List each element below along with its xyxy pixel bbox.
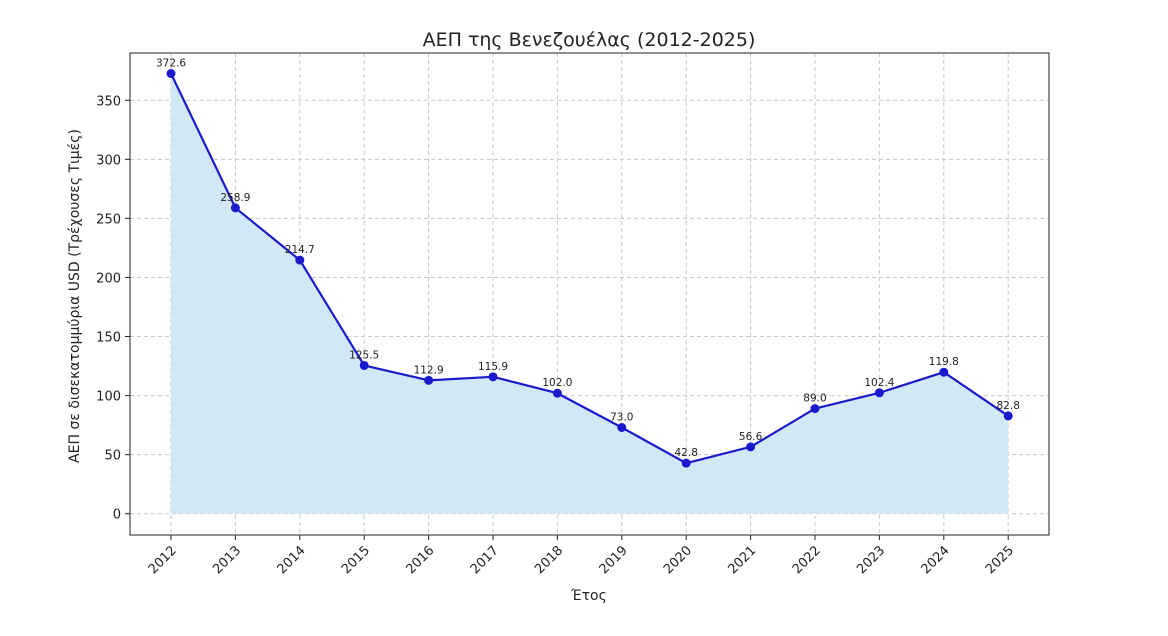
data-point	[1003, 411, 1013, 421]
plot-frame	[129, 52, 1050, 536]
data-point	[552, 388, 562, 398]
y-tick-label: 150	[96, 331, 121, 346]
data-point	[617, 422, 627, 432]
data-point	[874, 388, 884, 398]
data-points	[166, 69, 1013, 468]
area-fill	[171, 73, 1009, 514]
data-label: 82.8	[997, 400, 1020, 412]
data-label: 372.6	[156, 58, 186, 70]
data-point	[359, 360, 369, 370]
x-tick-label: 2021	[725, 543, 759, 577]
y-axis-label: ΑΕΠ σε δισεκατομμύρια USD (Τρέχουσες Τιμ…	[67, 129, 83, 463]
y-tick-label: 200	[96, 271, 121, 286]
x-tick-label: 2017	[468, 543, 502, 577]
x-tick-label: 2016	[403, 543, 437, 577]
x-axis-ticks: 2012 2013 2014 2015 2016 2017 2018 2019 2020 2021…	[146, 535, 1017, 577]
data-point	[424, 375, 434, 385]
data-label: 42.8	[675, 447, 698, 459]
x-tick-label: 2019	[597, 543, 631, 577]
y-tick-label: 250	[96, 212, 121, 227]
y-tick-label: 100	[96, 390, 121, 405]
x-tick-label: 2014	[275, 543, 309, 577]
x-tick-label: 2023	[854, 543, 888, 577]
data-label: 102.4	[864, 377, 894, 389]
data-label: 125.5	[349, 349, 379, 361]
data-point	[166, 69, 176, 79]
x-tick-label: 2018	[532, 543, 566, 577]
x-tick-label: 2012	[146, 543, 180, 577]
series-line-layer	[170, 73, 1009, 465]
data-point	[939, 367, 949, 377]
data-label: 73.0	[610, 411, 633, 423]
data-point	[810, 404, 820, 414]
data-label: 258.9	[220, 192, 250, 204]
data-labels: 372.6 258.9 214.7 125.5 112.9 115.9 102.0 73.0 4…	[156, 58, 1020, 460]
series-line	[170, 73, 1009, 465]
data-point	[230, 203, 240, 213]
y-axis-ticks: 0 50 100 150 200 250 300 350	[96, 94, 130, 523]
x-tick-label: 2020	[661, 543, 695, 577]
data-point	[746, 442, 756, 452]
y-tick-label: 0	[113, 508, 121, 523]
data-point	[488, 372, 498, 382]
y-tick-label: 50	[104, 449, 121, 464]
data-point	[681, 458, 691, 468]
x-tick-label: 2015	[339, 543, 373, 577]
data-label: 119.8	[929, 356, 959, 368]
chart-title: ΑΕΠ της Βενεζουέλας (2012-2025)	[423, 29, 756, 51]
data-label: 102.0	[542, 377, 572, 389]
data-point	[295, 255, 305, 265]
x-tick-label: 2022	[790, 543, 824, 577]
data-label: 115.9	[478, 361, 508, 373]
data-label: 89.0	[803, 393, 826, 405]
area-fill-layer	[171, 73, 1009, 514]
x-tick-label: 2025	[983, 543, 1017, 577]
y-tick-label: 300	[96, 153, 121, 168]
data-label: 214.7	[285, 244, 315, 256]
y-tick-label: 350	[96, 94, 121, 109]
data-label: 56.6	[739, 431, 763, 443]
data-label: 112.9	[414, 364, 444, 376]
x-tick-label: 2013	[210, 543, 244, 577]
x-axis-label: Έτος	[570, 588, 607, 604]
x-tick-label: 2024	[919, 543, 953, 577]
